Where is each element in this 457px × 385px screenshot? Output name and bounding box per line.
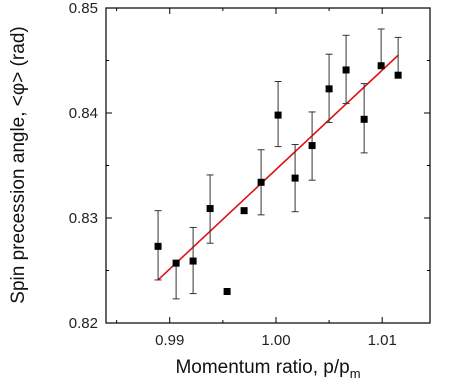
data-point-square	[257, 178, 265, 186]
x-axis-title: Momentum ratio, p/pm	[175, 357, 360, 381]
x-tick-label: 0.99	[155, 332, 184, 349]
y-tick-label: 0.82	[69, 315, 98, 332]
x-axis-ticks: 0.99 1.00 1.01	[116, 8, 397, 349]
data-point-square	[377, 62, 385, 70]
linear-fit-line	[157, 54, 399, 281]
fit-line-layer	[157, 54, 399, 281]
data-point-square	[291, 174, 299, 182]
y-axis-ticks: 0.82 0.83 0.84 0.85	[69, 0, 430, 332]
data-point-square	[189, 257, 197, 265]
x-tick-label: 1.01	[368, 332, 397, 349]
data-point-square	[342, 66, 350, 74]
data-point-square	[394, 71, 402, 79]
y-axis-title: Spin precession angle, <φ> (rad)	[8, 26, 29, 303]
data-point-square	[206, 205, 214, 213]
error-bars	[154, 28, 402, 300]
y-tick-label: 0.85	[69, 0, 98, 17]
data-point-square	[360, 115, 368, 123]
data-point-square	[172, 259, 180, 267]
y-tick-label: 0.83	[69, 210, 98, 227]
x-axis-title-subscript: m	[350, 366, 361, 381]
data-point-square	[154, 242, 162, 250]
data-point-square	[308, 142, 316, 150]
y-tick-label: 0.84	[69, 105, 98, 122]
data-point-square	[274, 111, 282, 119]
data-point-square	[325, 85, 333, 93]
data-point-square	[223, 288, 231, 295]
x-tick-label: 1.00	[261, 332, 290, 349]
data-point-square	[240, 207, 248, 215]
data-points	[154, 62, 402, 295]
